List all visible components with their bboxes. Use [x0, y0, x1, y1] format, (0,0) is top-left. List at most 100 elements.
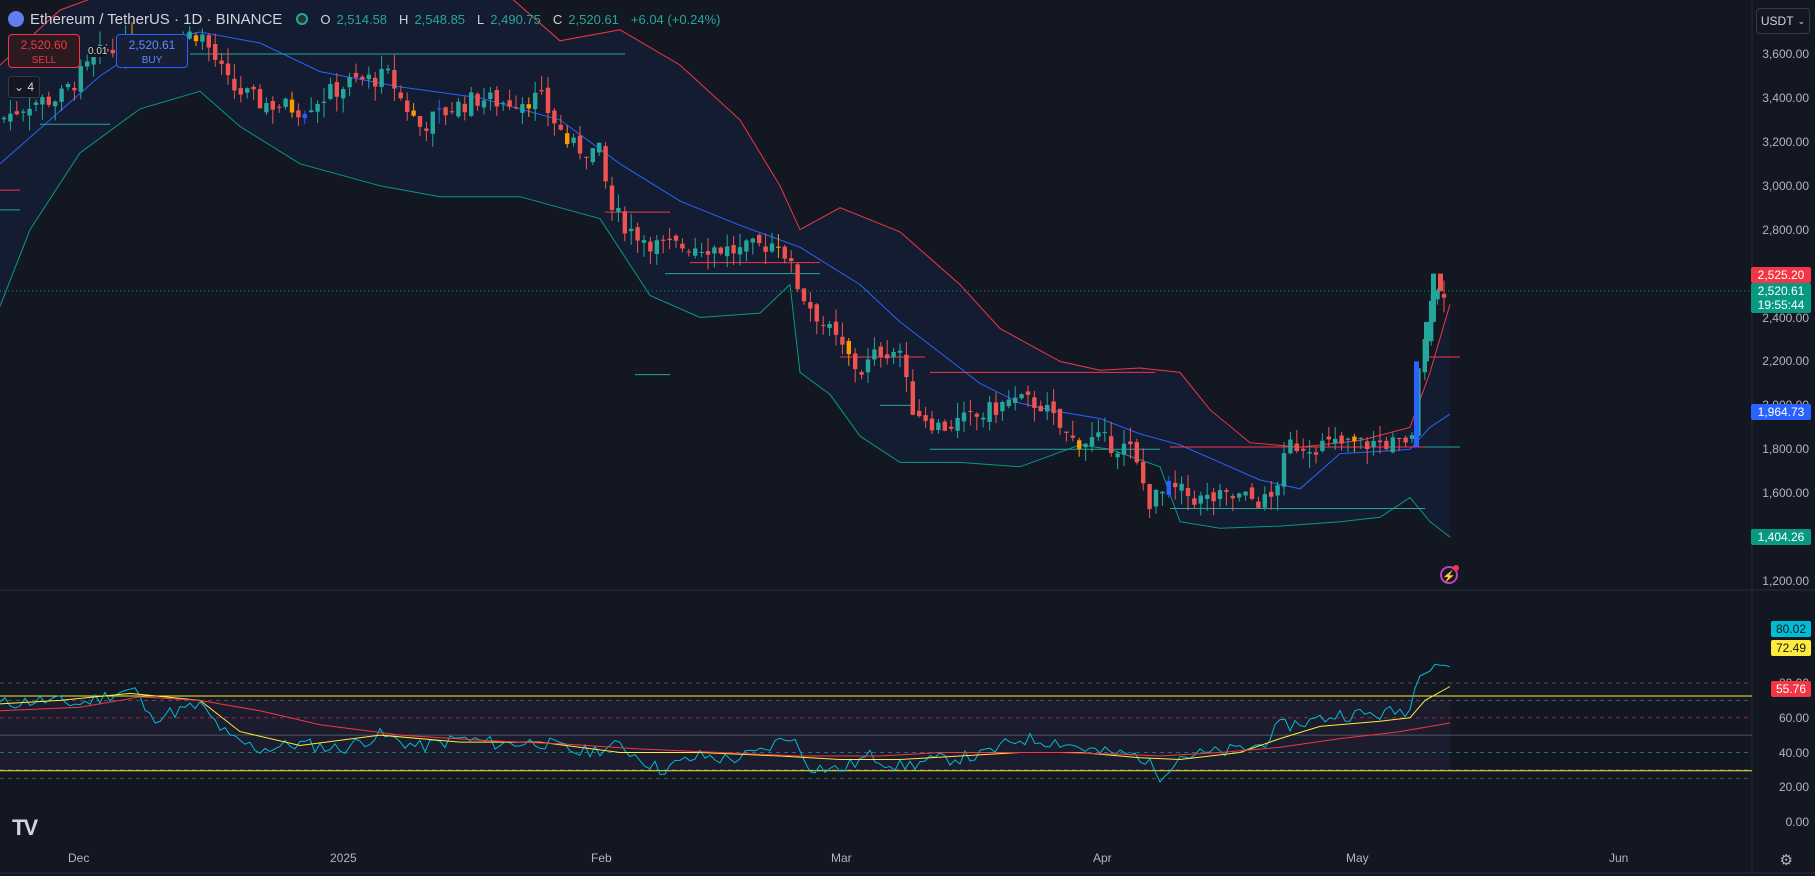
- tradingview-logo-icon[interactable]: TV: [12, 815, 38, 840]
- candle-body: [955, 418, 960, 431]
- time-axis-label: Apr: [1093, 851, 1112, 865]
- candle-body: [1025, 391, 1031, 395]
- candle-body: [328, 84, 333, 99]
- candle-body: [353, 72, 359, 78]
- candle-body: [584, 156, 589, 158]
- candle-body: [1326, 436, 1331, 440]
- candle-body: [1205, 494, 1210, 499]
- candle-body: [449, 111, 455, 113]
- candle-body: [27, 108, 32, 116]
- price-tag: 1,404.26: [1751, 529, 1811, 545]
- candle-body: [1070, 435, 1075, 438]
- candle-body: [1320, 440, 1325, 451]
- candle-body: [1288, 439, 1293, 454]
- candle-body: [910, 381, 915, 415]
- candle-body: [629, 228, 634, 232]
- candle-body: [968, 410, 973, 412]
- candle-body: [1141, 461, 1146, 484]
- price-axis-label: 3,200.00: [1762, 134, 1809, 149]
- candle-body: [1121, 443, 1127, 455]
- price-axis-label: 3,400.00: [1762, 90, 1809, 105]
- candle-body: [1345, 438, 1351, 440]
- candle-body: [929, 418, 935, 431]
- gear-icon[interactable]: ⚙: [1779, 852, 1793, 869]
- candle-body: [1032, 397, 1037, 409]
- candle-body: [456, 101, 461, 117]
- candle-body: [801, 288, 807, 302]
- price-axis-label: 2,200.00: [1762, 354, 1809, 369]
- rsi-axis-label: 0.00: [1785, 815, 1809, 829]
- currency-select[interactable]: USDT ⌄: [1756, 8, 1810, 34]
- candle-body: [283, 98, 288, 107]
- candle-body: [1192, 498, 1197, 505]
- candle-body: [1435, 290, 1440, 300]
- rsi-axis-label: 40.00: [1778, 745, 1809, 760]
- candle-body: [609, 185, 615, 211]
- candle-body: [462, 103, 467, 113]
- candle-body: [1019, 394, 1024, 399]
- candle-body: [923, 415, 928, 421]
- candle-body: [757, 234, 762, 244]
- candle-body: [1057, 408, 1063, 428]
- high-value: 2,548.85: [414, 11, 466, 27]
- candle-body: [981, 417, 986, 420]
- candle-body: [411, 110, 416, 116]
- candle-body: [1269, 491, 1274, 497]
- price-axis-label: 1,800.00: [1762, 442, 1809, 457]
- candle-body: [776, 246, 781, 248]
- flash-icon[interactable]: ⚡: [1440, 565, 1459, 584]
- candle-body: [1237, 493, 1242, 498]
- candle-body: [782, 246, 787, 259]
- candle-body: [1307, 452, 1312, 454]
- candle-body: [1096, 432, 1101, 437]
- candle-body: [424, 128, 429, 131]
- candle-body: [526, 104, 531, 109]
- candle-body: [635, 227, 640, 241]
- symbol-title: Ethereum / TetherUS · 1D · BINANCE: [30, 10, 283, 28]
- candle-body: [1, 117, 7, 120]
- candle-body: [661, 239, 666, 241]
- candle-body: [321, 101, 327, 103]
- price-axis-label: 1,600.00: [1762, 486, 1809, 501]
- candle-body: [878, 346, 883, 357]
- candle-body: [737, 247, 743, 255]
- time-axis-label: Dec: [68, 851, 90, 865]
- candle-body: [200, 34, 205, 42]
- candle-body: [1441, 293, 1447, 298]
- candle-body: [1198, 495, 1203, 504]
- candle-body: [1115, 453, 1120, 458]
- price-tag: 2,520.61: [1751, 283, 1811, 299]
- candle-body: [936, 422, 941, 431]
- buy-button[interactable]: 2,520.61 BUY: [116, 34, 188, 68]
- candle-body: [379, 68, 384, 87]
- candle-body: [1301, 448, 1306, 451]
- candle-body: [1249, 487, 1255, 499]
- candle-body: [469, 92, 474, 116]
- candle-body: [46, 96, 51, 105]
- candle-body: [1339, 435, 1344, 444]
- candle-body: [206, 35, 211, 48]
- candle-body: [763, 246, 768, 252]
- candle-body: [315, 103, 320, 112]
- high-label: H: [399, 11, 409, 27]
- candle-body: [366, 74, 371, 80]
- candle-body: [264, 103, 269, 113]
- candle-body: [750, 238, 755, 243]
- candle-body: [603, 146, 608, 182]
- candle-body: [110, 49, 115, 54]
- candle-body: [1185, 488, 1191, 497]
- low-value: 2,490.75: [490, 11, 541, 27]
- candle-body: [430, 111, 435, 134]
- sell-button[interactable]: 2,520.60 SELL: [8, 34, 80, 68]
- candle-body: [1013, 397, 1018, 403]
- indicators-toggle[interactable]: ⌄ 4: [8, 76, 40, 98]
- candle-body: [85, 61, 90, 67]
- candle-body: [72, 87, 77, 91]
- symbol-header[interactable]: Ethereum / TetherUS · 1D · BINANCE O 2,51…: [8, 8, 727, 30]
- price-axis-label: 1,200.00: [1762, 574, 1809, 588]
- candle-body: [1371, 440, 1376, 447]
- candle-body: [680, 243, 685, 249]
- candle-body: [821, 324, 826, 326]
- ethereum-icon: [8, 11, 24, 27]
